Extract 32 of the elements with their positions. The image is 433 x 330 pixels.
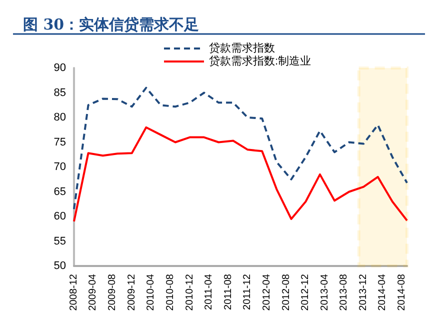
y-tick-label: 85 <box>54 86 66 99</box>
x-tick-label: 2011-08 <box>222 274 234 310</box>
x-tick-label: 2013-04 <box>319 274 330 311</box>
x-tick-label: 2008-12 <box>68 274 80 311</box>
x-tick-label: 2009-04 <box>88 274 99 311</box>
x-tick-label: 2010-08 <box>164 274 176 311</box>
y-tick-label: 50 <box>54 260 66 272</box>
x-tick-label: 2010-12 <box>184 274 196 311</box>
x-tick-label: 2013-08 <box>338 274 350 311</box>
x-tick-label: 2011-04 <box>203 274 214 310</box>
x-tick-label: 2009-08 <box>107 274 118 311</box>
y-tick-label: 75 <box>54 136 66 148</box>
y-tick-label: 60 <box>54 210 66 222</box>
y-tick-label: 55 <box>54 235 66 248</box>
y-tick-label: 90 <box>54 62 66 74</box>
x-tick-label: 2009-12 <box>126 274 138 311</box>
line-series <box>73 86 408 210</box>
x-tick-label: 2014-04 <box>377 274 388 311</box>
x-tick-label: 2012-08 <box>280 274 292 311</box>
chart-title: 图 30：实体信贷需求不足 <box>23 16 200 34</box>
legend-label: 贷款需求指数:制造业 <box>209 54 312 68</box>
line-series <box>73 126 408 222</box>
x-tick-label: 2012-12 <box>300 274 312 311</box>
x-tick-label: 2014-08 <box>396 274 408 311</box>
x-tick-label: 2010-04 <box>146 274 157 311</box>
y-tick-label: 70 <box>54 161 66 173</box>
x-tick-label: 2013-12 <box>358 274 370 311</box>
x-tick-label: 2012-04 <box>261 274 272 311</box>
legend-label: 贷款需求指数 <box>209 42 275 54</box>
y-tick-label: 80 <box>54 112 66 124</box>
x-tick-label: 2011-12 <box>242 274 254 310</box>
y-tick-label: 65 <box>54 186 66 198</box>
